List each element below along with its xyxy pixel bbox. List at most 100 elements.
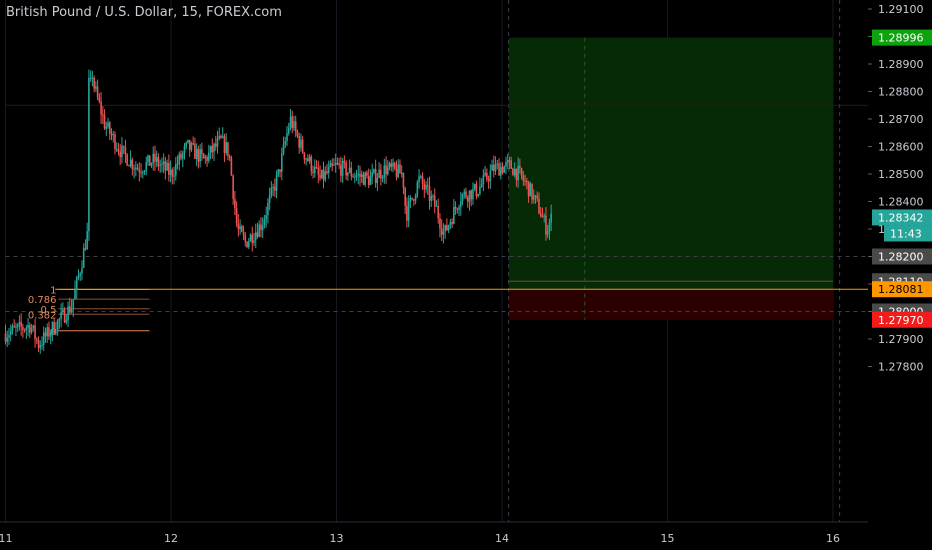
candle-body xyxy=(522,176,525,181)
candle xyxy=(430,190,433,208)
candle xyxy=(98,93,101,104)
position-zones[interactable] xyxy=(508,37,833,320)
candle-body xyxy=(482,175,485,185)
candle xyxy=(35,337,38,344)
candle-body xyxy=(447,225,450,231)
candle xyxy=(345,160,347,180)
candle-body xyxy=(154,153,156,162)
candle-body xyxy=(81,267,83,274)
candle-body xyxy=(204,156,207,159)
fib-label-0: 0 xyxy=(50,327,56,338)
candle-body xyxy=(418,176,420,183)
candle-body xyxy=(121,145,123,158)
candle xyxy=(465,187,467,200)
candle xyxy=(6,330,9,347)
candle-body xyxy=(190,143,193,150)
candle xyxy=(468,190,471,211)
candle-body xyxy=(239,226,241,230)
candle-body xyxy=(235,207,238,224)
price-label-box xyxy=(872,209,932,226)
candle-body xyxy=(317,167,320,175)
candle-body xyxy=(331,163,333,166)
candle-body xyxy=(178,154,181,165)
candle xyxy=(268,187,271,211)
candle-body xyxy=(362,174,365,185)
candle-body xyxy=(432,195,434,197)
candle xyxy=(161,157,163,173)
profit-zone[interactable] xyxy=(508,37,833,290)
time-axis[interactable]: 11 12 13 14 15 16 xyxy=(0,521,868,545)
candle-body xyxy=(539,213,542,217)
time-tick-label: 11 xyxy=(0,532,13,545)
candle xyxy=(322,161,325,189)
candle-body xyxy=(6,337,9,342)
candle xyxy=(374,159,377,188)
candle-body xyxy=(234,198,236,208)
candle-body xyxy=(162,161,165,164)
candle xyxy=(9,324,12,342)
candle xyxy=(359,165,361,187)
price-tick-label: 1.28600 xyxy=(878,141,924,154)
candle xyxy=(508,156,511,170)
candle-body xyxy=(141,172,144,174)
candle-body xyxy=(29,325,31,333)
candle-body xyxy=(201,149,203,154)
price-label-text: 1.28200 xyxy=(878,251,924,264)
price-tick-label: 1.28400 xyxy=(878,196,924,209)
candle xyxy=(440,219,443,242)
candle xyxy=(82,243,85,269)
candle xyxy=(324,166,327,183)
loss-zone[interactable] xyxy=(508,289,833,320)
candle-body xyxy=(161,163,163,166)
candle-body xyxy=(263,219,266,226)
candle xyxy=(275,170,278,199)
candle xyxy=(472,182,474,205)
price-label-countdown: 11:43 xyxy=(884,225,932,242)
time-tick-label: 15 xyxy=(661,532,675,545)
candle-body xyxy=(39,345,42,348)
price-label-box xyxy=(872,281,932,298)
candle xyxy=(409,195,412,209)
candle-body xyxy=(494,164,497,172)
candle xyxy=(20,313,22,336)
candle-body xyxy=(119,151,121,158)
candle-body xyxy=(505,162,507,167)
candle xyxy=(119,144,121,166)
candle-body xyxy=(493,164,495,172)
candle-body xyxy=(388,163,391,168)
candle xyxy=(546,224,549,239)
candle xyxy=(522,171,525,186)
candle-body xyxy=(453,206,455,224)
candle xyxy=(461,192,464,206)
candle xyxy=(147,154,149,166)
candle xyxy=(107,117,109,129)
candle xyxy=(102,106,104,125)
candle-body xyxy=(291,116,294,129)
candle-body xyxy=(100,101,102,115)
candle xyxy=(235,201,238,228)
candle xyxy=(348,159,351,174)
candle xyxy=(482,168,485,192)
horizontal-levels[interactable] xyxy=(5,0,869,522)
time-tick-label: 12 xyxy=(164,532,178,545)
candle xyxy=(317,160,320,184)
candle-body xyxy=(348,167,351,173)
candle-body xyxy=(270,187,273,196)
candle-body xyxy=(286,133,288,142)
candle-body xyxy=(307,158,309,162)
candle-body xyxy=(188,139,191,150)
candle xyxy=(524,174,526,186)
candle xyxy=(367,168,370,189)
candle-body xyxy=(96,86,99,98)
candle-body xyxy=(152,153,155,164)
candle-body xyxy=(373,169,375,173)
candle xyxy=(532,189,535,204)
candle xyxy=(534,194,537,204)
candle xyxy=(451,218,453,228)
candle-body xyxy=(459,201,462,208)
candle-body xyxy=(202,153,205,159)
candle-body xyxy=(105,127,108,129)
candle xyxy=(100,92,102,125)
